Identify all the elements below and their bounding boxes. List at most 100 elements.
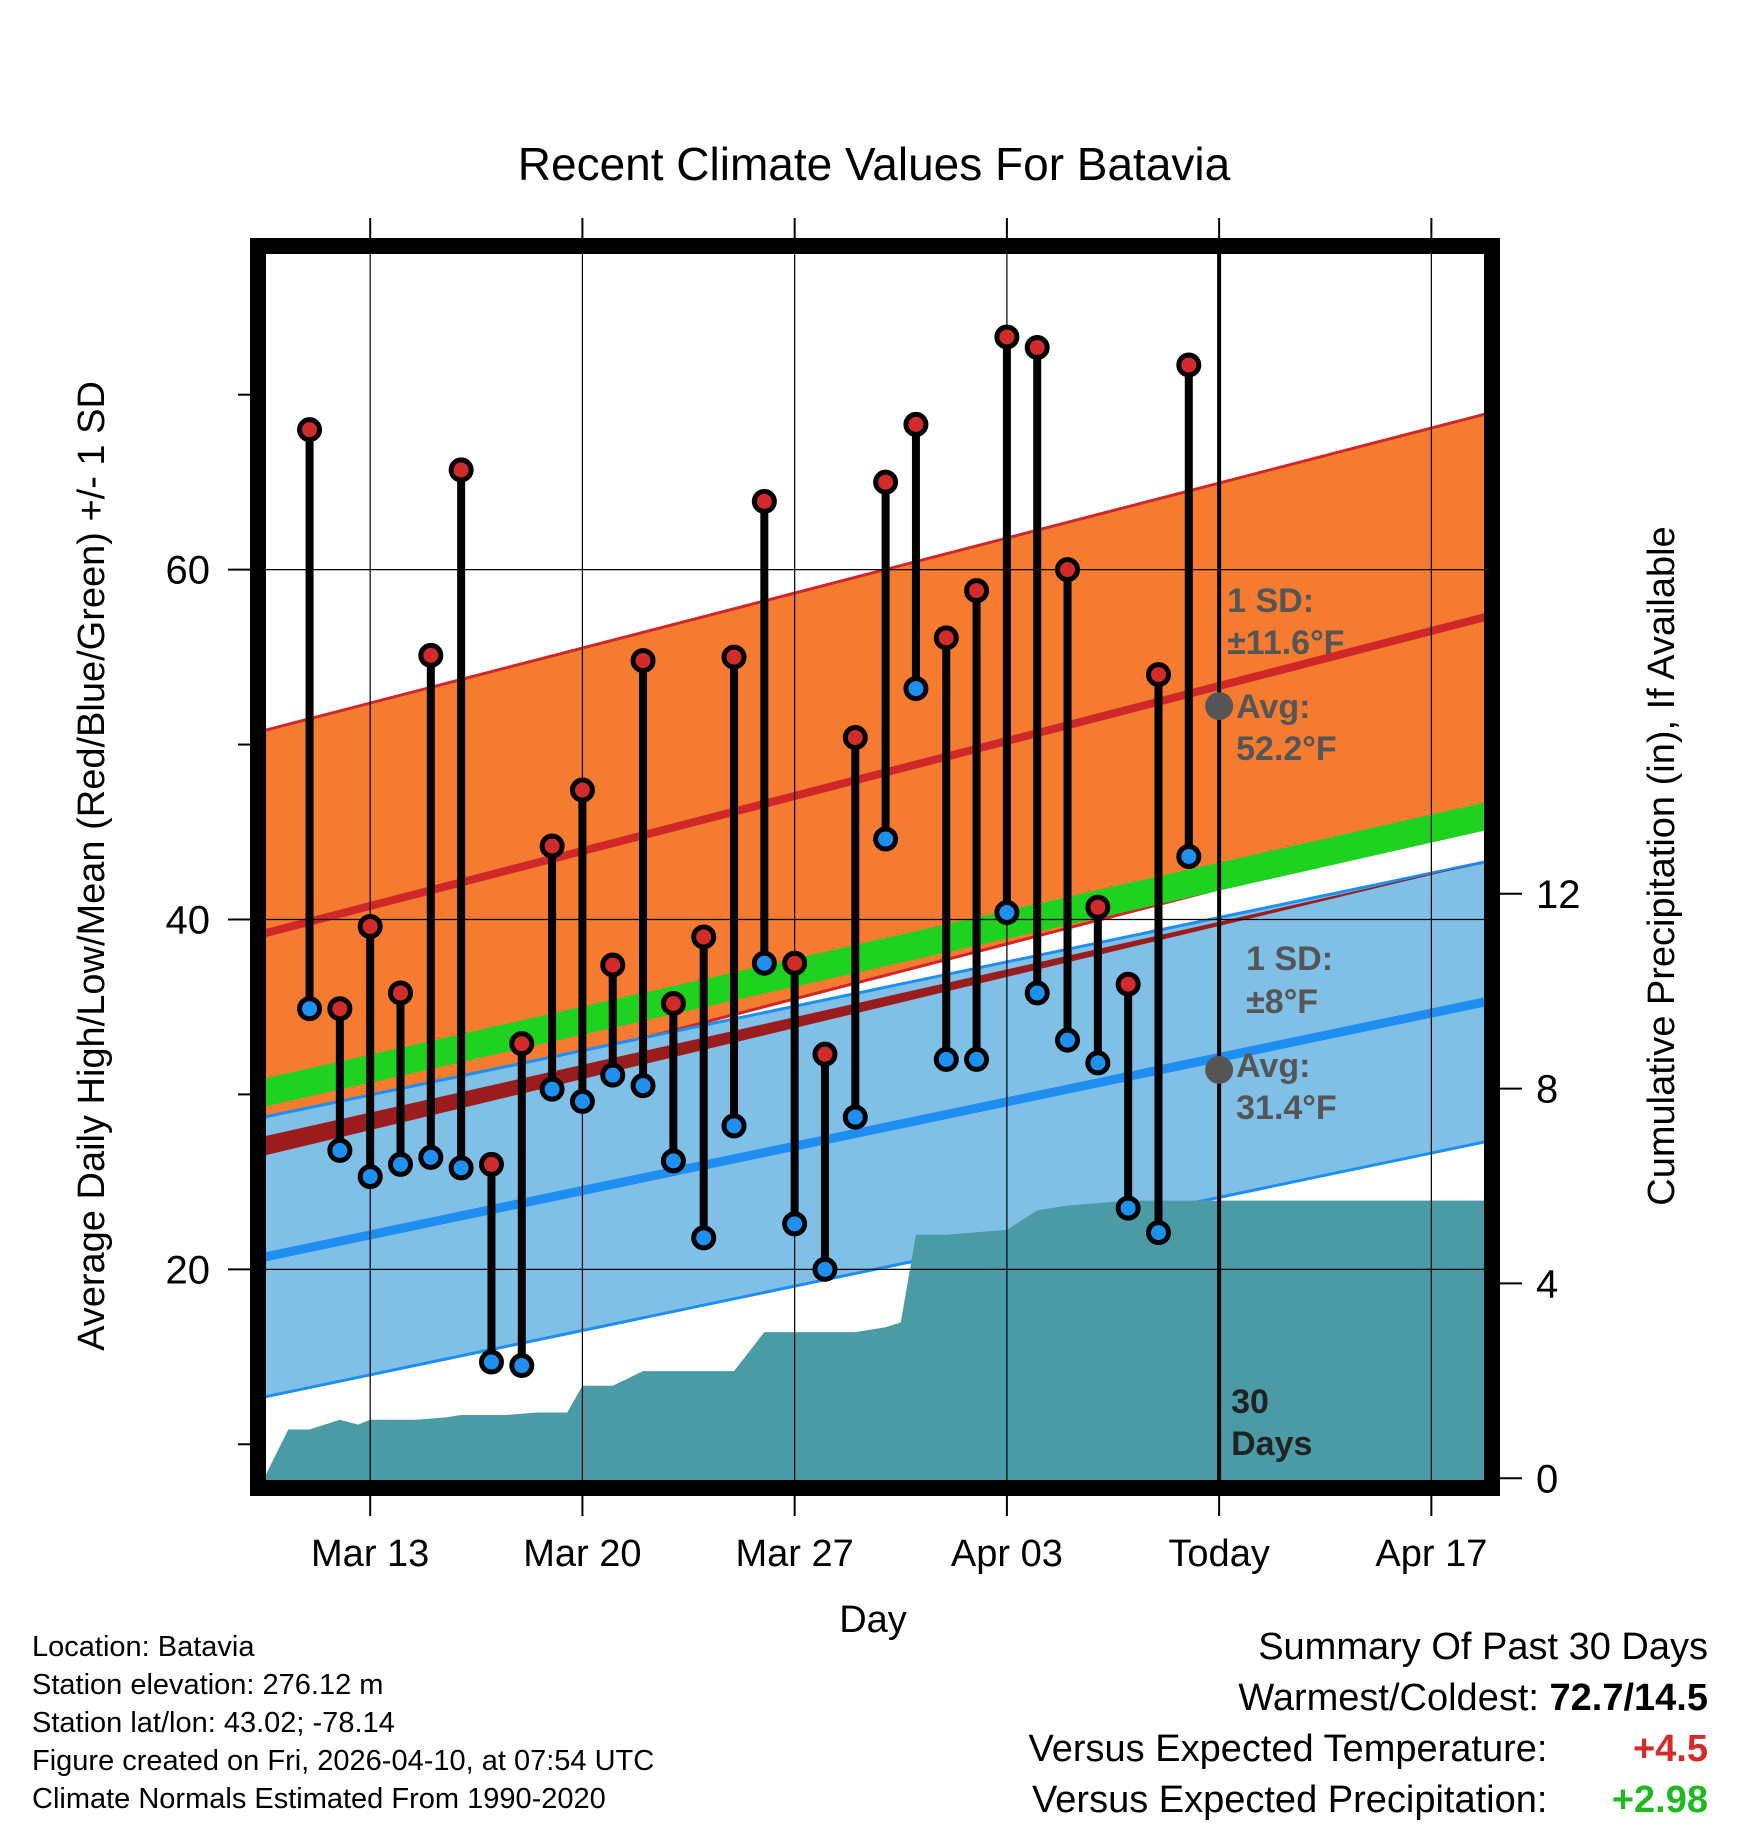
daily-high-point <box>660 990 686 1016</box>
daily-high-point <box>600 952 626 978</box>
daily-high-point <box>630 648 656 674</box>
daily-high-point <box>1115 971 1141 997</box>
daily-low-point <box>478 1349 504 1375</box>
plot-layers: 1 SD: ±11.6°F Avg: 52.2°F 1 SD: ±8°F Avg: 31.4°… <box>166 218 1581 1575</box>
mean-band <box>264 802 1486 1107</box>
daily-high-point <box>812 1041 838 1067</box>
avg-high-dot <box>1205 692 1234 721</box>
daily-low-point <box>1085 1050 1111 1076</box>
normals-text: Climate Normals Estimated From 1990-2020 <box>32 1783 606 1815</box>
low-sd-label: 1 SD: <box>1246 940 1333 978</box>
summary-panel: Summary Of Past 30 Days Warmest/Coldest:… <box>1029 1622 1708 1826</box>
precip-anomaly-row: Versus Expected Precipitation: +2.98 <box>1029 1775 1708 1826</box>
daily-low-point <box>297 996 323 1022</box>
x-tick-label: Mar 27 <box>736 1533 854 1575</box>
x-tick-label: Mar 13 <box>311 1533 429 1575</box>
x-tick-label: Mar 20 <box>523 1533 641 1575</box>
days-label-word: Days <box>1231 1425 1312 1463</box>
daily-high-point <box>357 913 383 939</box>
daily-high-point <box>691 924 717 950</box>
warmest-coldest-value: 72.7/14.5 <box>1549 1677 1708 1719</box>
daily-low-point <box>964 1046 990 1072</box>
temp-anomaly-row: Versus Expected Temperature: +4.5 <box>1029 1724 1708 1775</box>
temp-anomaly-value: +4.5 <box>1632 1728 1708 1770</box>
daily-high-point <box>418 642 444 668</box>
daily-high-point <box>539 833 565 859</box>
daily-low-point <box>994 899 1020 925</box>
daily-low-point <box>1024 980 1050 1006</box>
daily-high-point <box>873 469 899 495</box>
low-sd-value: ±8°F <box>1246 983 1318 1021</box>
daily-high-point <box>448 457 474 483</box>
daily-low-point <box>721 1113 747 1139</box>
y-axis-label: Average Daily High/Low/Mean (Red/Blue/Gr… <box>71 381 113 1351</box>
sd-overlap-band <box>264 861 1486 1156</box>
daily-low-point <box>1176 844 1202 870</box>
daily-high-point <box>1024 334 1050 360</box>
normal-low-line <box>263 997 1487 1262</box>
daily-high-point <box>327 996 353 1022</box>
daily-high-point <box>964 578 990 604</box>
daily-low-point <box>660 1148 686 1174</box>
high-avg-value: 52.2°F <box>1236 730 1337 768</box>
precip-anomaly-label: Versus Expected Precipitation: <box>1032 1779 1548 1821</box>
low-avg-label: Avg: <box>1236 1047 1310 1085</box>
daily-low-point <box>388 1151 414 1177</box>
elevation-text: Station elevation: 276.12 m <box>32 1669 384 1701</box>
daily-low-point <box>448 1155 474 1181</box>
y2-tick-label: 0 <box>1536 1457 1558 1501</box>
warmest-coldest-label: Warmest/Coldest: <box>1238 1677 1539 1719</box>
x-tick-label: Today <box>1168 1533 1269 1575</box>
daily-low-point <box>873 826 899 852</box>
daily-high-point <box>1085 894 1111 920</box>
daily-high-point <box>388 980 414 1006</box>
precip-anomaly-value: +2.98 <box>1611 1779 1708 1821</box>
daily-low-point <box>691 1225 717 1251</box>
y-tick-label: 40 <box>166 898 211 942</box>
high-sd-value: ±11.6°F <box>1227 624 1344 662</box>
daily-high-point <box>1176 352 1202 378</box>
daily-low-point <box>357 1164 383 1190</box>
daily-high-point <box>721 644 747 670</box>
summary-title: Summary Of Past 30 Days <box>1258 1626 1708 1668</box>
temp-anomaly-label: Versus Expected Temperature: <box>1028 1728 1548 1770</box>
x-tick-label: Apr 03 <box>951 1533 1063 1575</box>
daily-low-point <box>1145 1220 1171 1246</box>
latlon-text: Station lat/lon: 43.02; -78.14 <box>32 1707 395 1739</box>
avg-low-dot <box>1205 1055 1234 1084</box>
daily-low-point <box>600 1062 626 1088</box>
created-text: Figure created on Fri, 2026-04-10, at 07… <box>32 1745 655 1777</box>
daily-high-point <box>1055 557 1081 583</box>
daily-low-point <box>539 1076 565 1102</box>
y-tick-label: 20 <box>166 1248 211 1292</box>
location-text: Location: Batavia <box>32 1631 255 1663</box>
daily-low-point <box>1115 1195 1141 1221</box>
daily-high-point <box>1145 662 1171 688</box>
daily-low-point <box>1055 1027 1081 1053</box>
daily-high-point <box>478 1151 504 1177</box>
daily-high-point <box>509 1031 535 1057</box>
daily-low-point <box>569 1088 595 1114</box>
x-tick-label: Apr 17 <box>1375 1533 1487 1575</box>
days-label-number: 30 <box>1231 1383 1269 1421</box>
chart-title: Recent Climate Values For Batavia <box>518 138 1231 190</box>
y-tick-label: 60 <box>166 549 211 593</box>
daily-high-point <box>782 950 808 976</box>
daily-low-point <box>903 676 929 702</box>
daily-low-point <box>418 1144 444 1170</box>
daily-high-point <box>903 411 929 437</box>
daily-high-point <box>933 625 959 651</box>
daily-low-point <box>751 950 777 976</box>
y2-axis-label: Cumulative Precipitation (in), If Availa… <box>1641 526 1683 1205</box>
daily-low-point <box>327 1137 353 1163</box>
daily-high-point <box>297 417 323 443</box>
y2-tick-label: 4 <box>1536 1262 1558 1306</box>
high-sd-label: 1 SD: <box>1227 582 1314 620</box>
daily-low-point <box>933 1046 959 1072</box>
low-avg-value: 31.4°F <box>1236 1089 1337 1127</box>
daily-low-point <box>842 1104 868 1130</box>
plot-frame <box>250 238 1500 1496</box>
daily-low-point <box>509 1353 535 1379</box>
daily-high-point <box>842 725 868 751</box>
